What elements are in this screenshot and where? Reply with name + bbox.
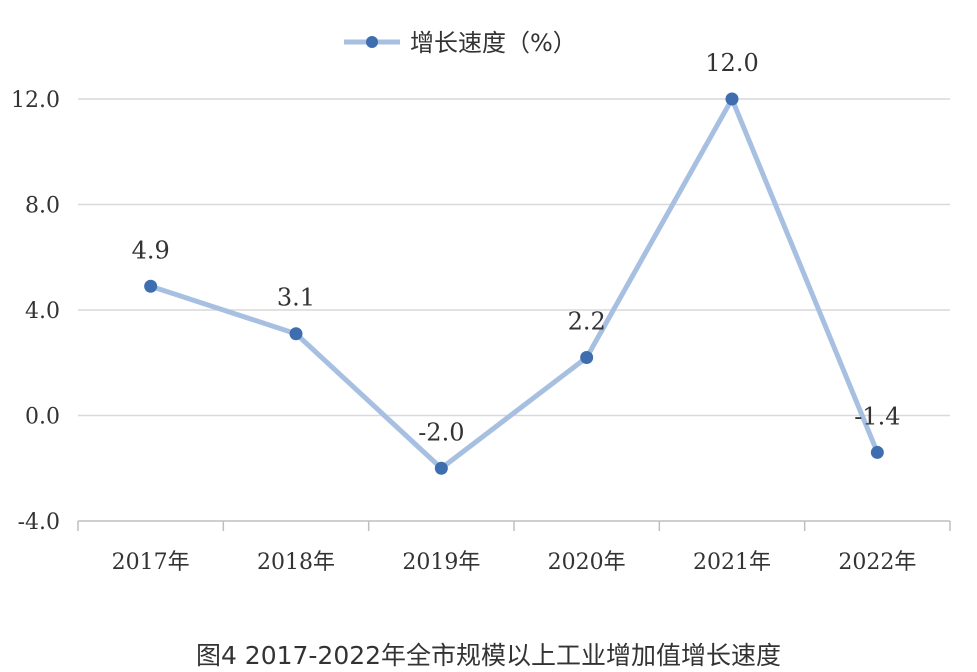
data-point — [870, 445, 884, 459]
gridlines — [78, 98, 950, 417]
x-tick-label: 2021年 — [693, 550, 771, 575]
data-label: -1.4 — [854, 402, 900, 430]
y-tick-label: 12.0 — [11, 88, 60, 113]
data-labels: 4.9 3.1 -2.0 2.2 12.0 -1.4 — [132, 49, 901, 446]
data-point — [144, 279, 158, 293]
x-axis — [77, 520, 951, 531]
x-tick-label: 2017年 — [112, 550, 190, 575]
x-tick-label: 2019年 — [402, 550, 480, 575]
data-label: 4.9 — [132, 236, 170, 264]
series-line — [148, 96, 880, 471]
y-tick-label: 4.0 — [25, 299, 60, 324]
y-tick-label: -4.0 — [18, 510, 60, 535]
legend-label: 增长速度（%） — [410, 29, 577, 57]
data-point — [289, 327, 303, 341]
series-growth-rate — [144, 92, 884, 475]
data-point — [434, 461, 448, 475]
legend-marker-swatch — [366, 36, 378, 48]
legend: 增长速度（%） — [344, 29, 577, 57]
data-label: 12.0 — [705, 49, 758, 77]
figure-caption: 图4 2017-2022年全市规模以上工业增加值增长速度 — [195, 641, 782, 670]
x-tick-label: 2022年 — [838, 550, 916, 575]
x-tick-label: 2020年 — [548, 550, 626, 575]
data-label: -2.0 — [418, 418, 464, 446]
data-label: 3.1 — [277, 284, 315, 312]
data-label: 2.2 — [568, 307, 606, 335]
y-tick-label: 0.0 — [25, 405, 60, 430]
x-tick-label: 2018年 — [257, 550, 335, 575]
x-axis-tick-labels: 2017年 2018年 2019年 2020年 2021年 2022年 — [112, 550, 917, 575]
data-point — [580, 350, 594, 364]
y-tick-label: 8.0 — [25, 194, 60, 219]
data-point — [725, 92, 739, 106]
y-axis-tick-labels: -4.0 0.0 4.0 8.0 12.0 — [11, 88, 60, 535]
